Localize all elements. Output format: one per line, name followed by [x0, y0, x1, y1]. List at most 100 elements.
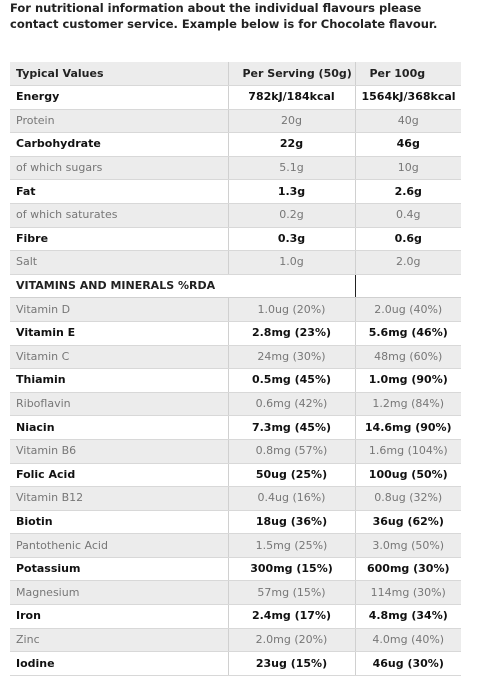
row-label: Protein: [10, 109, 228, 134]
row-label: Energy: [10, 85, 228, 110]
table-header-row: Typical Values Per Serving (50g) Per 100…: [10, 62, 461, 86]
row-label: Fat: [10, 179, 228, 204]
per-100g-value: 46g: [354, 132, 461, 157]
per-100g-value: 100ug (50%): [354, 463, 461, 488]
row-label: Iron: [10, 604, 228, 629]
per-100g-value: 2.0ug (40%): [354, 297, 461, 322]
table-row: Iron 2.4mg (17%) 4.8mg (34%): [10, 604, 461, 629]
table-row: Pantothenic Acid 1.5mg (25%) 3.0mg (50%): [10, 533, 461, 558]
row-label: Folic Acid: [10, 463, 228, 488]
nutrition-table: Typical Values Per Serving (50g) Per 100…: [10, 62, 461, 676]
per-100g-value: 36ug (62%): [354, 510, 461, 535]
per-serving-value: 0.4ug (16%): [227, 486, 355, 511]
per-serving-value: 2.4mg (17%): [227, 604, 355, 629]
table-row: Magnesium 57mg (15%) 114mg (30%): [10, 580, 461, 606]
per-100g-value: 48mg (60%): [354, 345, 461, 370]
row-label: Magnesium: [10, 580, 228, 606]
per-100g-value: 2.0g: [354, 250, 461, 275]
row-label: Vitamin E: [10, 321, 228, 346]
per-serving-value: 2.8mg (23%): [227, 321, 355, 346]
table-row: Fibre 0.3g 0.6g: [10, 227, 461, 252]
table-row: Fat 1.3g 2.6g: [10, 179, 461, 204]
per-100g-value: 0.4g: [354, 203, 461, 228]
per-serving-value: 1.0ug (20%): [227, 297, 355, 322]
row-label: Thiamin: [10, 368, 228, 393]
nutrition-body: Energy 782kJ/184kcal 1564kJ/368kcal Protein…: [10, 85, 461, 275]
per-100g-value: 2.6g: [354, 179, 461, 204]
row-label: Riboflavin: [10, 392, 228, 417]
row-label: Pantothenic Acid: [10, 533, 228, 558]
per-serving-value: 50ug (25%): [227, 463, 355, 488]
table-row: Riboflavin 0.6mg (42%) 1.2mg (84%): [10, 392, 461, 417]
per-serving-value: 22g: [227, 132, 355, 157]
per-serving-value: 5.1g: [227, 156, 355, 181]
table-row: Protein 20g 40g: [10, 109, 461, 134]
intro-text: For nutritional information about the in…: [10, 1, 438, 31]
per-serving-value: 23ug (15%): [227, 651, 355, 676]
table-row: of which sugars 5.1g 10g: [10, 156, 461, 181]
row-label: Potassium: [10, 557, 228, 582]
vitamins-body: Vitamin D 1.0ug (20%) 2.0ug (40%) Vitamin E…: [10, 297, 461, 676]
per-serving-value: 0.8mg (57%): [227, 439, 355, 464]
per-100g-value: 46ug (30%): [354, 651, 461, 676]
per-serving-value: 300mg (15%): [227, 557, 355, 582]
per-serving-value: 1.3g: [227, 179, 355, 204]
per-serving-value: 7.3mg (45%): [227, 415, 355, 440]
table-row: of which saturates 0.2g 0.4g: [10, 203, 461, 228]
row-label: Biotin: [10, 510, 228, 535]
row-label: Niacin: [10, 415, 228, 440]
per-100g-value: 1.0mg (90%): [354, 368, 461, 393]
per-100g-value: 1.6mg (104%): [354, 439, 461, 464]
table-row: Vitamin B12 0.4ug (16%) 0.8ug (32%): [10, 486, 461, 511]
table-row: Vitamin E 2.8mg (23%) 5.6mg (46%): [10, 321, 461, 346]
per-serving-value: 0.3g: [227, 227, 355, 252]
per-serving-value: 1.5mg (25%): [227, 533, 355, 558]
per-serving-value: 1.0g: [227, 250, 355, 275]
header-typical-values: Typical Values: [10, 62, 228, 86]
row-label: Carbohydrate: [10, 132, 228, 157]
row-label: Iodine: [10, 651, 228, 676]
nutrition-table-container: Typical Values Per Serving (50g) Per 100…: [10, 62, 461, 676]
header-per-serving: Per Serving (50g): [227, 62, 355, 86]
row-label: Vitamin C: [10, 345, 228, 370]
table-row: Thiamin 0.5mg (45%) 1.0mg (90%): [10, 368, 461, 393]
per-100g-value: 10g: [354, 156, 461, 181]
per-100g-value: 0.8ug (32%): [354, 486, 461, 511]
table-row: Energy 782kJ/184kcal 1564kJ/368kcal: [10, 85, 461, 110]
table-row: Niacin 7.3mg (45%) 14.6mg (90%): [10, 415, 461, 440]
per-serving-value: 57mg (15%): [227, 580, 355, 606]
row-label: Salt: [10, 250, 228, 275]
per-100g-value: 5.6mg (46%): [354, 321, 461, 346]
table-row: Vitamin C 24mg (30%) 48mg (60%): [10, 345, 461, 370]
row-label: Zinc: [10, 628, 228, 653]
row-label: Vitamin B12: [10, 486, 228, 511]
per-100g-value: 3.0mg (50%): [354, 533, 461, 558]
table-row: Iodine 23ug (15%) 46ug (30%): [10, 651, 461, 676]
per-100g-value: 600mg (30%): [354, 557, 461, 582]
row-label: of which sugars: [10, 156, 228, 181]
vitamins-section-title: VITAMINS AND MINERALS %RDA: [10, 274, 228, 299]
table-row: Carbohydrate 22g 46g: [10, 132, 461, 157]
per-100g-value: 40g: [354, 109, 461, 134]
section-spacer: [355, 274, 461, 299]
vitamins-section-row: VITAMINS AND MINERALS %RDA: [10, 274, 461, 299]
table-row: Salt 1.0g 2.0g: [10, 250, 461, 275]
table-row: Zinc 2.0mg (20%) 4.0mg (40%): [10, 628, 461, 653]
per-100g-value: 114mg (30%): [354, 580, 461, 606]
per-serving-value: 0.2g: [227, 203, 355, 228]
row-label: Vitamin D: [10, 297, 228, 322]
per-100g-value: 4.8mg (34%): [354, 604, 461, 629]
table-row: Vitamin B6 0.8mg (57%) 1.6mg (104%): [10, 439, 461, 464]
table-row: Vitamin D 1.0ug (20%) 2.0ug (40%): [10, 297, 461, 322]
per-serving-value: 0.6mg (42%): [227, 392, 355, 417]
table-row: Folic Acid 50ug (25%) 100ug (50%): [10, 463, 461, 488]
per-serving-value: 0.5mg (45%): [227, 368, 355, 393]
per-100g-value: 1564kJ/368kcal: [354, 85, 461, 110]
section-spacer: [228, 274, 356, 299]
per-serving-value: 18ug (36%): [227, 510, 355, 535]
per-100g-value: 4.0mg (40%): [354, 628, 461, 653]
per-100g-value: 1.2mg (84%): [354, 392, 461, 417]
table-row: Potassium 300mg (15%) 600mg (30%): [10, 557, 461, 582]
row-label: Fibre: [10, 227, 228, 252]
table-row: Biotin 18ug (36%) 36ug (62%): [10, 510, 461, 535]
